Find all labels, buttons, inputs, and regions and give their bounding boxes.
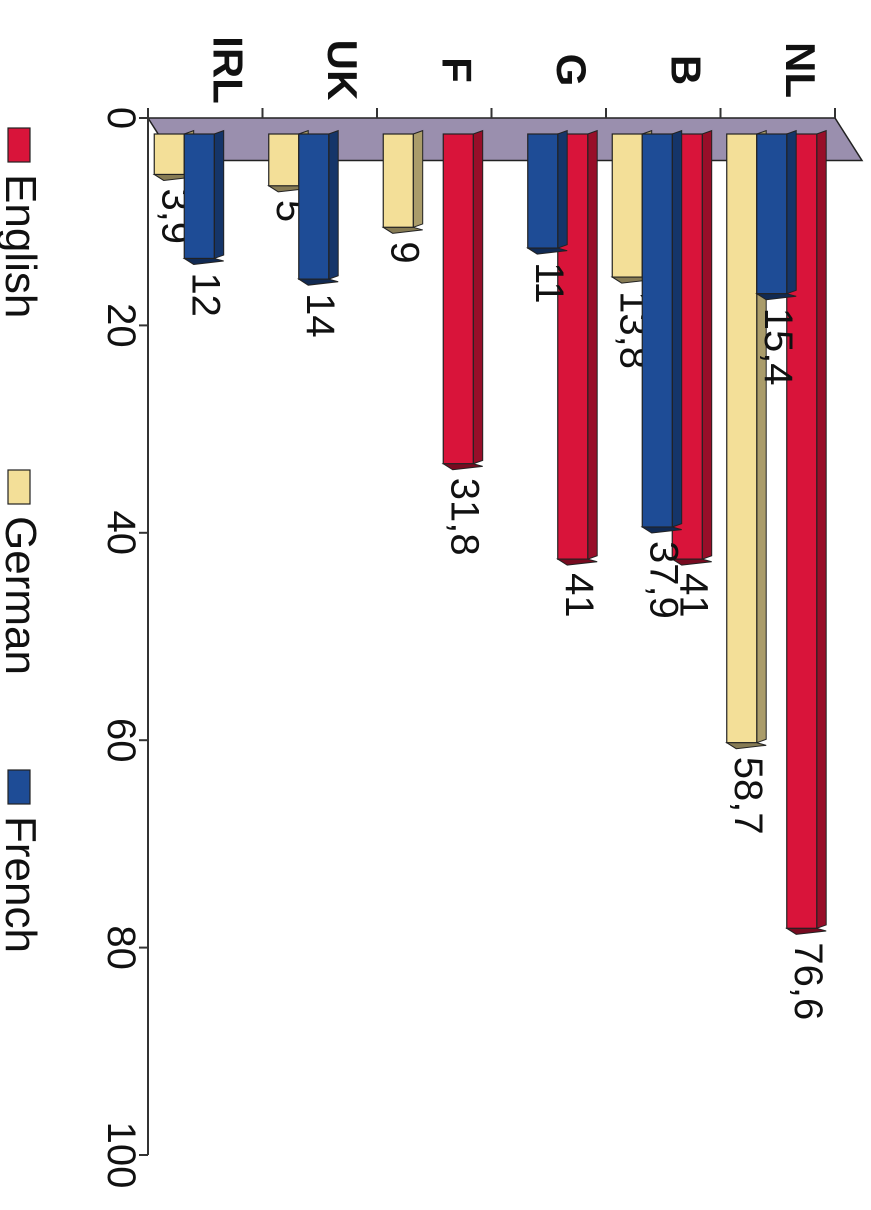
category-label-b: B xyxy=(662,55,709,85)
category-label-f: F xyxy=(433,57,480,83)
data-label-french-uk: 14 xyxy=(298,293,342,338)
category-label-irl: IRL xyxy=(204,36,251,104)
bar-side xyxy=(701,129,713,560)
legend-swatch-german xyxy=(7,469,31,505)
bar-cap xyxy=(182,257,224,265)
bar-cap xyxy=(297,278,339,286)
data-label-french-nl: 15,4 xyxy=(756,308,800,386)
legend-label-english: English xyxy=(0,174,45,318)
legend-label-german: German xyxy=(0,516,45,675)
tick-label: 40 xyxy=(99,511,143,556)
bar-german-f xyxy=(382,133,414,228)
bar-side xyxy=(472,129,484,465)
bar-german-irl xyxy=(153,133,185,176)
bar-german-b xyxy=(611,133,643,278)
tick-label: 100 xyxy=(99,1122,143,1189)
data-label-german-f: 9 xyxy=(383,241,427,263)
bar-english-f xyxy=(442,133,474,465)
category-label-g: G xyxy=(548,54,595,87)
bar-cap xyxy=(526,247,568,255)
bar-cap xyxy=(725,742,767,750)
legend-swatch-french xyxy=(7,769,31,805)
bar-side xyxy=(328,129,339,280)
category-label-nl: NL xyxy=(777,42,824,98)
bar-side xyxy=(786,129,797,295)
data-label-english-g: 41 xyxy=(557,573,601,618)
bar-cap xyxy=(640,526,682,534)
bar-side xyxy=(557,129,568,249)
data-label-french-b: 37,9 xyxy=(642,541,686,619)
data-label-french-g: 11 xyxy=(527,262,571,304)
bar-german-nl xyxy=(726,133,758,744)
bar-side xyxy=(671,129,683,528)
tick-label: 60 xyxy=(99,718,143,763)
data-label-german-nl: 58,7 xyxy=(726,757,770,835)
bar-german-uk xyxy=(268,133,300,187)
data-label-english-nl: 76,6 xyxy=(786,942,830,1020)
bar-side xyxy=(412,129,424,229)
bar-french-uk xyxy=(298,133,330,280)
bar-side xyxy=(213,129,225,260)
bar-french-nl xyxy=(756,133,788,295)
data-label-french-irl: 12 xyxy=(184,272,228,317)
category-label-uk: UK xyxy=(319,40,366,101)
bar-cap xyxy=(785,927,827,935)
bar-cap xyxy=(441,463,483,471)
bar-cap xyxy=(381,226,423,234)
data-label-english-f: 31,8 xyxy=(443,478,487,556)
bar-french-irl xyxy=(183,133,215,260)
bar-side xyxy=(587,129,598,560)
bar-french-b xyxy=(641,133,673,528)
bar-side xyxy=(816,129,827,930)
bar-cap xyxy=(755,293,797,301)
bar-french-g xyxy=(527,133,559,249)
legend-swatch-english xyxy=(7,127,31,163)
legend-label-french: French xyxy=(0,816,45,953)
tick-label: 20 xyxy=(99,303,143,348)
data-label-english-b: 41 xyxy=(672,573,716,618)
bar-cap xyxy=(556,558,598,566)
legend: English German French xyxy=(0,127,45,953)
tick-label: 0 xyxy=(99,107,143,129)
bar-cap xyxy=(670,558,712,566)
tick-label: 80 xyxy=(99,925,143,970)
